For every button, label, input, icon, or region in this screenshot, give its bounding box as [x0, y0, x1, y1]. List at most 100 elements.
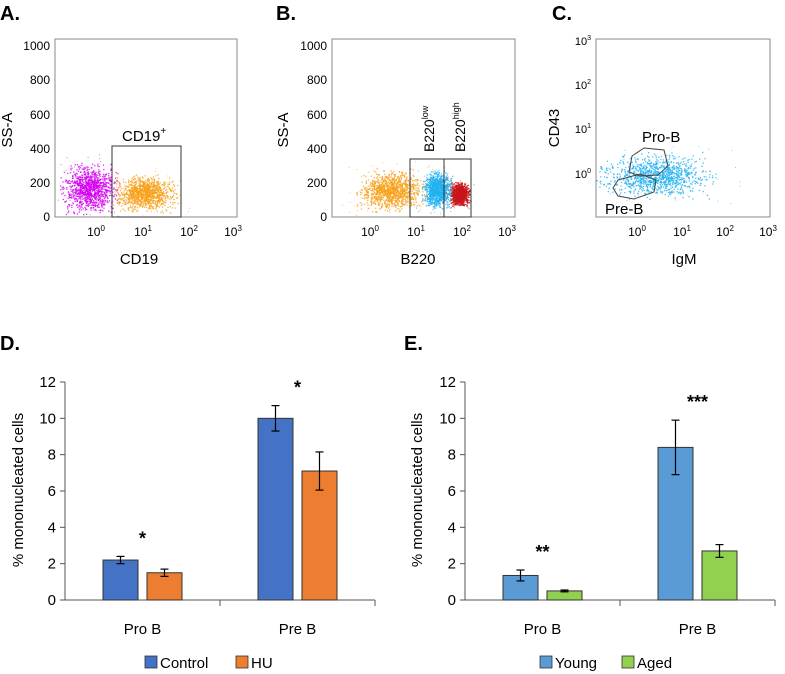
event-dot — [131, 177, 133, 180]
event-dot — [132, 202, 134, 205]
event-dot — [390, 196, 392, 198]
event-dot — [89, 182, 91, 184]
event-dot — [95, 208, 97, 210]
event-dot — [161, 199, 164, 201]
event-dot — [147, 198, 150, 201]
event-dot — [78, 165, 80, 168]
event-dot — [396, 181, 398, 183]
event-dot — [81, 178, 83, 181]
event-dot — [417, 190, 419, 192]
event-dot — [439, 192, 441, 194]
event-dot — [132, 191, 135, 193]
event-dot — [104, 178, 106, 181]
event-dot — [98, 202, 100, 204]
event-dot — [415, 187, 417, 189]
event-dot — [134, 196, 136, 199]
event-dot — [367, 179, 369, 181]
event-dot — [146, 188, 148, 190]
event-dot — [78, 193, 80, 195]
event-dot — [67, 172, 69, 175]
event-dot — [138, 199, 140, 201]
event-dot — [448, 180, 451, 183]
event-dot — [410, 177, 412, 180]
event-dot — [93, 209, 95, 211]
event-dot — [430, 196, 432, 198]
event-dot — [79, 197, 82, 199]
event-dot — [87, 182, 90, 184]
event-dot — [444, 191, 446, 194]
event-dot — [446, 175, 448, 177]
event-dot — [159, 195, 161, 197]
event-dot — [444, 194, 446, 196]
event-dot — [154, 185, 156, 187]
event-dot — [142, 214, 144, 216]
event-dot — [388, 174, 390, 176]
event-dot — [77, 200, 79, 202]
event-dot — [87, 203, 89, 206]
event-dot — [81, 174, 83, 176]
event-dot — [424, 180, 426, 183]
event-dot — [428, 201, 430, 203]
event-dot — [91, 183, 94, 185]
event-dot — [151, 189, 153, 191]
event-dot — [155, 196, 157, 199]
event-dot — [82, 183, 85, 185]
event-dot — [432, 181, 434, 184]
event-dot — [398, 194, 400, 196]
event-dot — [389, 190, 391, 192]
event-dot — [411, 198, 413, 200]
event-dot — [93, 176, 96, 178]
event-dot — [81, 196, 83, 198]
event-dot — [388, 195, 390, 197]
event-dot — [394, 187, 397, 189]
event-dot — [431, 186, 433, 188]
event-dot — [89, 191, 91, 193]
event-dot — [445, 181, 447, 183]
event-dot — [397, 204, 399, 206]
event-dot — [106, 191, 108, 193]
event-dot — [89, 176, 92, 178]
event-dot — [403, 192, 405, 194]
event-dot — [133, 184, 135, 187]
event-dot — [147, 180, 149, 183]
event-dot — [400, 178, 403, 181]
event-dot — [425, 189, 428, 191]
event-dot — [70, 165, 72, 167]
event-dot — [67, 208, 69, 210]
event-dot — [82, 179, 84, 181]
event-dot — [385, 195, 387, 197]
event-dot — [145, 196, 147, 198]
event-dot — [145, 186, 147, 188]
event-dot — [137, 209, 139, 211]
event-dot — [140, 200, 142, 203]
event-dot — [147, 202, 149, 204]
event-dot — [69, 182, 72, 185]
event-dot — [120, 208, 122, 210]
event-dot — [151, 190, 153, 193]
event-dot — [442, 196, 445, 198]
event-dot — [391, 187, 393, 190]
event-dot — [131, 182, 133, 184]
event-dot — [104, 188, 106, 190]
event-dot — [95, 175, 97, 177]
event-dot — [141, 193, 144, 195]
event-dot — [133, 182, 135, 184]
event-dot — [139, 186, 141, 188]
event-dot — [160, 193, 162, 195]
gate-cd19-label: CD19+ — [122, 126, 166, 145]
event-dot — [400, 190, 402, 192]
event-dot — [102, 188, 104, 190]
event-dot — [94, 181, 96, 183]
event-dot — [104, 197, 106, 199]
event-dot — [163, 195, 165, 197]
event-dot — [127, 198, 130, 200]
event-dot — [374, 192, 376, 194]
event-dot — [99, 211, 101, 214]
event-dot — [411, 184, 414, 186]
event-dot — [67, 181, 70, 183]
event-dot — [157, 205, 159, 207]
event-dot — [143, 181, 145, 184]
event-dot — [155, 170, 156, 172]
event-dot — [150, 199, 152, 201]
event-dot — [157, 200, 159, 202]
